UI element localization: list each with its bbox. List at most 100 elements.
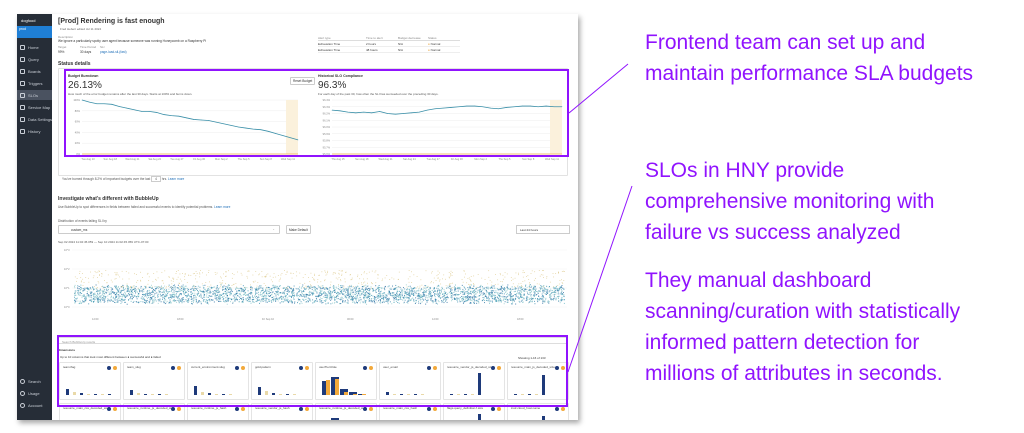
bubbleup-field-card[interactable]: resource_vendor_js_hash bbox=[251, 403, 313, 420]
team-name[interactable]: dogfood bbox=[21, 18, 36, 23]
current-period-highlight bbox=[550, 100, 562, 154]
edited-info: Fred Hebert edited Jul 11 2024 bbox=[60, 27, 102, 31]
failed-toggle-icon[interactable] bbox=[241, 407, 245, 411]
failed-toggle-icon[interactable] bbox=[241, 366, 245, 370]
bubbleup-field-card[interactable]: resource_runtime_js_hash bbox=[187, 403, 249, 420]
sidebar-item-triggers[interactable]: Triggers bbox=[17, 78, 52, 88]
success-toggle-icon[interactable] bbox=[491, 366, 495, 370]
bubbleup-field-card[interactable]: userTier.Role bbox=[315, 362, 377, 400]
highlight-slo-charts bbox=[64, 69, 569, 157]
data-point bbox=[290, 137, 291, 139]
failed-toggle-icon[interactable] bbox=[177, 366, 181, 370]
bubbleup-field-card[interactable]: user_email bbox=[379, 362, 441, 400]
reset-budget-button[interactable]: Reset Budget bbox=[290, 77, 316, 85]
histogram-bar bbox=[464, 394, 467, 395]
environment-selector[interactable]: prod bbox=[17, 26, 52, 38]
sidebar-item-slos[interactable]: SLOs bbox=[17, 90, 52, 100]
data-point bbox=[208, 120, 209, 121]
failed-toggle-icon[interactable] bbox=[113, 366, 117, 370]
sidebar-item-search[interactable]: Search bbox=[17, 376, 52, 386]
sli-link[interactable]: page-load-sli-(fast) bbox=[100, 50, 127, 54]
bubbleup-desc-line: Use BubbleUp to spot differences in fiel… bbox=[58, 205, 230, 209]
sidebar-item-query[interactable]: Query bbox=[17, 54, 52, 64]
learn-more-link[interactable]: Learn more bbox=[168, 177, 185, 181]
y-tick-label: 20% bbox=[75, 141, 81, 145]
boards-icon bbox=[20, 68, 25, 74]
query-icon bbox=[20, 56, 25, 62]
x-tick-label: Sat Aug 24 bbox=[403, 157, 416, 161]
failed-toggle-icon[interactable] bbox=[305, 407, 309, 411]
hours-input[interactable]: 4 bbox=[151, 176, 161, 182]
sidebar-item-data-settings[interactable]: Data Settings bbox=[17, 114, 52, 124]
failed-toggle-icon[interactable] bbox=[177, 407, 181, 411]
bubbleup-field-card[interactable]: gold.pattern bbox=[251, 362, 313, 400]
bubbleup-field-card[interactable]: resource_runtime_js_decoded_size_kb bbox=[315, 403, 377, 420]
failed-toggle-icon[interactable] bbox=[113, 407, 117, 411]
histogram-bar bbox=[514, 394, 517, 395]
bubbleup-field-card[interactable]: flags.query_definition.f.size bbox=[443, 403, 505, 420]
failed-toggle-icon[interactable] bbox=[369, 407, 373, 411]
sidebar-item-account[interactable]: Account bbox=[17, 400, 52, 410]
sidebar-item-home[interactable]: Home bbox=[17, 42, 52, 52]
failed-toggle-icon[interactable] bbox=[433, 366, 437, 370]
histogram-bar bbox=[137, 393, 140, 395]
bubbleup-field-card[interactable]: current_environment.slug bbox=[187, 362, 249, 400]
failed-toggle-icon[interactable] bbox=[433, 407, 437, 411]
x-tick-label: Sun Sep 8 bbox=[522, 157, 535, 161]
alerts-row[interactable]: Exhaustion Time 48 hours N/A ● Normal bbox=[318, 47, 460, 53]
alerts-row[interactable]: Exhaustion Time 2 hours N/A ● Normal bbox=[318, 41, 460, 47]
bubbleup-field-card[interactable]: resource_main_js_decoded_size_kb bbox=[507, 362, 569, 400]
sidebar-item-service-map[interactable]: Service Map bbox=[17, 102, 52, 112]
success-toggle-icon[interactable] bbox=[555, 366, 559, 370]
success-toggle-icon[interactable] bbox=[235, 366, 239, 370]
bubbleup-field-card[interactable]: resource_runtime_js_decoded_size_kb bbox=[123, 403, 185, 420]
success-toggle-icon[interactable] bbox=[235, 407, 239, 411]
dimensions-summary: Up to 10 columns that look most differen… bbox=[60, 355, 161, 359]
field-name: user_email bbox=[383, 366, 398, 369]
bubbleup-field-card[interactable]: resource_vendor_js_decoded_size_kb bbox=[443, 362, 505, 400]
success-toggle-icon[interactable] bbox=[363, 407, 367, 411]
x-tick-label: Sun Sep 8 bbox=[260, 157, 273, 161]
bubbleup-field-card[interactable]: team.flag bbox=[59, 362, 121, 400]
failed-toggle-icon[interactable] bbox=[561, 366, 565, 370]
alerts-cell: Exhaustion Time bbox=[318, 42, 340, 46]
success-toggle-icon[interactable] bbox=[427, 407, 431, 411]
alerts-cell: 48 hours bbox=[366, 48, 378, 52]
alerts-cell: ● Normal bbox=[428, 42, 440, 46]
success-toggle-icon[interactable] bbox=[363, 366, 367, 370]
sidebar-item-history[interactable]: History bbox=[17, 126, 52, 136]
sli-label: SLI bbox=[100, 45, 105, 49]
bubbleup-field-card[interactable]: resource_main_css_decoded_size_kb bbox=[59, 403, 121, 420]
histogram-bar bbox=[471, 394, 474, 395]
failed-toggle-icon[interactable] bbox=[305, 366, 309, 370]
success-toggle-icon[interactable] bbox=[107, 366, 111, 370]
bubbleup-heatmap[interactable]: 10^3 10^2 10^1 10^0 12:00 18:00 Fri Sep 10 06:0… bbox=[62, 246, 572, 322]
sidebar-item-boards[interactable]: Boards bbox=[17, 66, 52, 76]
histogram-bar bbox=[478, 414, 481, 420]
success-toggle-icon[interactable] bbox=[491, 407, 495, 411]
success-toggle-icon[interactable] bbox=[555, 407, 559, 411]
success-toggle-icon[interactable] bbox=[427, 366, 431, 370]
failed-toggle-icon[interactable] bbox=[497, 407, 501, 411]
x-tick-label: Sat Aug 24 bbox=[148, 157, 161, 161]
success-toggle-icon[interactable] bbox=[299, 407, 303, 411]
failed-toggle-icon[interactable] bbox=[369, 366, 373, 370]
failed-toggle-icon[interactable] bbox=[561, 407, 565, 411]
time-range-select[interactable]: Last 24 hours bbox=[516, 225, 570, 234]
failed-toggle-icon[interactable] bbox=[497, 366, 501, 370]
success-toggle-icon[interactable] bbox=[171, 366, 175, 370]
success-toggle-icon[interactable] bbox=[171, 407, 175, 411]
bubbleup-learn-more[interactable]: Learn more bbox=[214, 205, 231, 209]
sidebar-item-usage[interactable]: Usage bbox=[17, 388, 52, 398]
sidebar-item-label: Usage bbox=[28, 390, 40, 396]
success-toggle-icon[interactable] bbox=[107, 407, 111, 411]
make-default-button[interactable]: Make Default bbox=[286, 225, 311, 234]
y-tick-label: 10^1 bbox=[64, 286, 70, 290]
data-point bbox=[185, 117, 187, 119]
bubbleup-field-card[interactable]: team_slug bbox=[123, 362, 185, 400]
success-toggle-icon[interactable] bbox=[299, 366, 303, 370]
bubbleup-field-card[interactable]: instr.cloud_host.name bbox=[507, 403, 569, 420]
bubbleup-field-card[interactable]: resource_main_css_hash bbox=[379, 403, 441, 420]
field-select[interactable]: custom_ms ⌄ bbox=[58, 225, 280, 234]
data-point bbox=[178, 115, 180, 117]
